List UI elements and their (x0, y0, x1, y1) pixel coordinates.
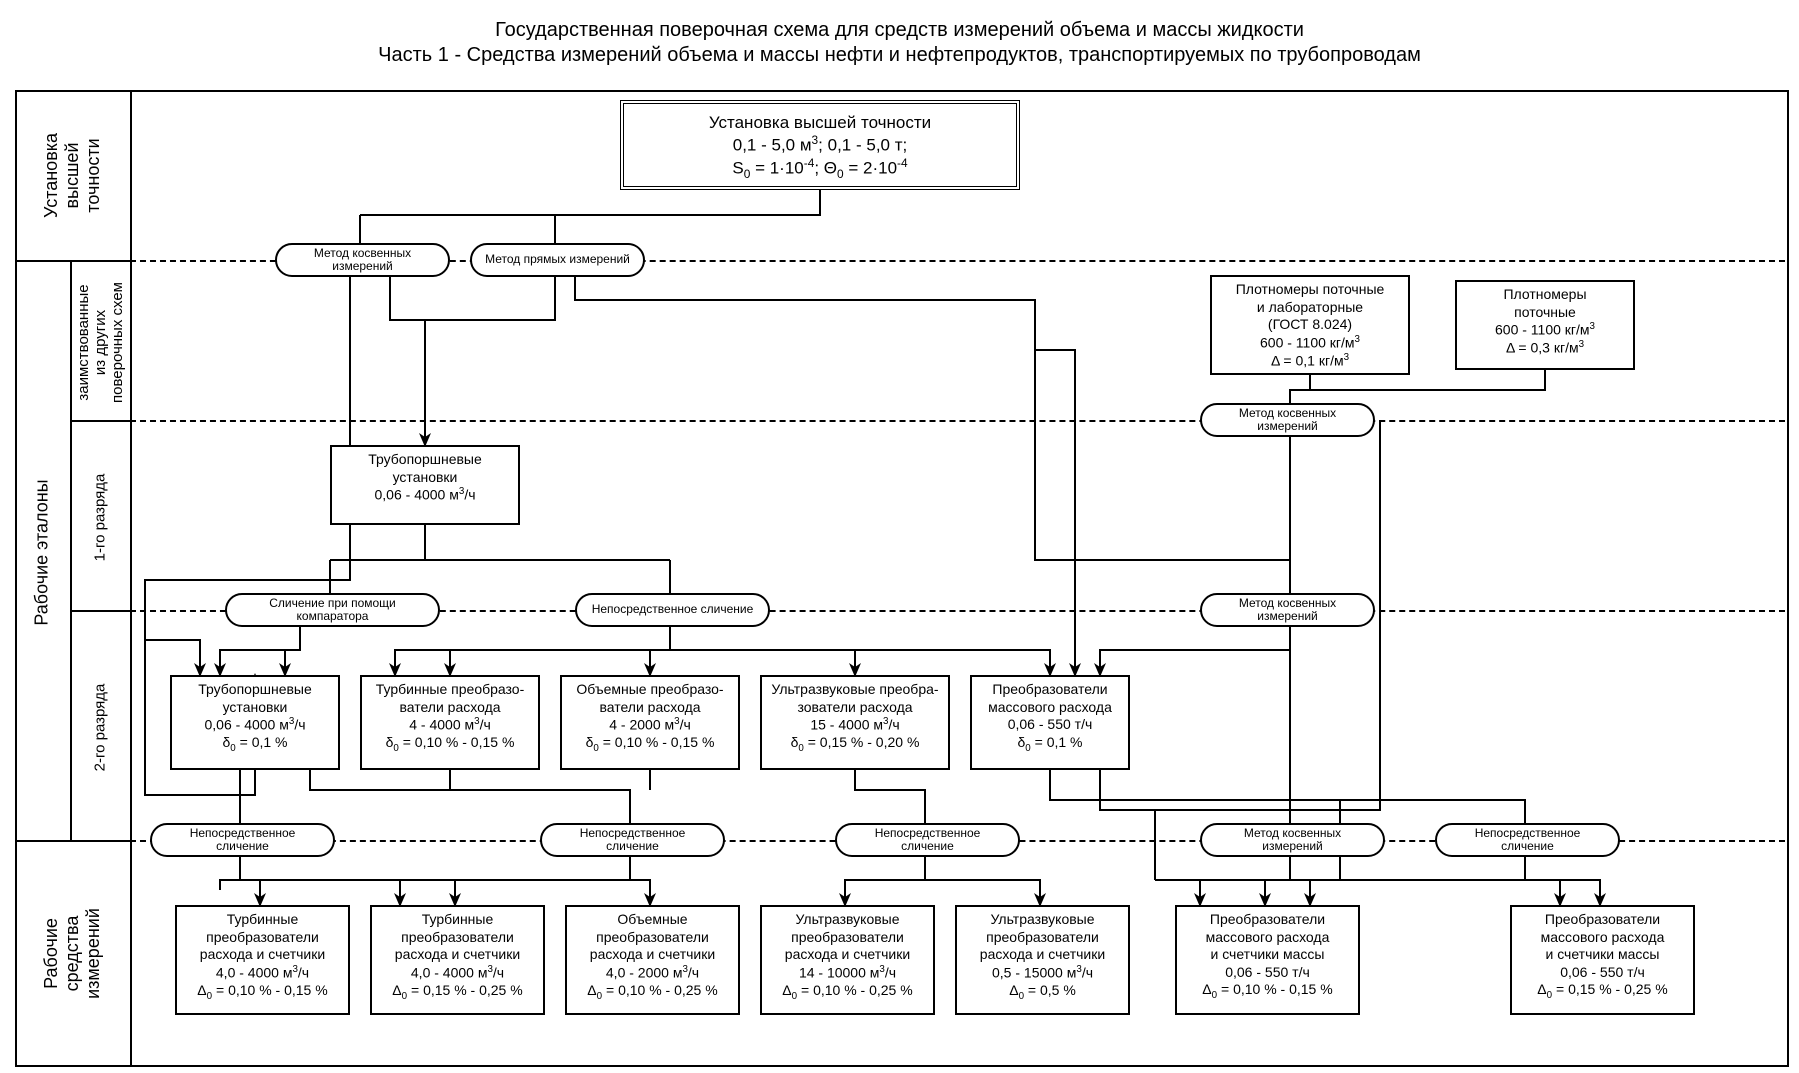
box-b_dens1-l4: Δ = 0,1 кг/м3 (1216, 352, 1404, 370)
box-b_w_2-l3: 4,0 - 4000 м3/ч (376, 964, 539, 982)
box-b_r2_2-l0: Турбинные преобразо- (366, 681, 534, 699)
box-b_r2_3-l2: 4 - 2000 м3/ч (566, 716, 734, 734)
box-b_w_3-l0: Объемные (571, 911, 734, 929)
pill-m5: Непосредственное сличение (592, 603, 754, 616)
box-b_w_6-l0: Преобразователи (1181, 911, 1354, 929)
box-b_r2_3-l1: ватели расхода (566, 699, 734, 717)
box-b_w_1-l1: преобразователи (181, 929, 344, 947)
side-label-r5: Рабочиесредстваизмерений (41, 908, 104, 999)
box-b_r2_3-l3: δ0 = 0,10 % - 0,15 % (566, 734, 734, 755)
box-b_dens1-l3: 600 - 1100 кг/м3 (1216, 334, 1404, 352)
box-b_w_3-l4: Δ0 = 0,10 % - 0,25 % (571, 982, 734, 1003)
box-b_pipe1-l0: Трубопоршневые (336, 451, 514, 469)
box-b_w_2-l2: расхода и счетчики (376, 946, 539, 964)
box-b_w_6-l2: и счетчики массы (1181, 946, 1354, 964)
pill-m4: Сличение при помощи компаратора (237, 597, 428, 623)
box-b_pipe1-l1: установки (336, 469, 514, 487)
box-b_dens2-l3: Δ = 0,3 кг/м3 (1461, 339, 1629, 357)
box-b_dens2-l2: 600 - 1100 кг/м3 (1461, 321, 1629, 339)
box-b_dens1-l1: и лабораторные (1216, 299, 1404, 317)
box-b_r2_5-l0: Преобразователи (976, 681, 1124, 699)
box-b_w_5-l3: 0,5 - 15000 м3/ч (961, 964, 1124, 982)
box-b_w_1-l0: Турбинные (181, 911, 344, 929)
box-b_w_5-l0: Ультразвуковые (961, 911, 1124, 929)
box-b_pipe1-l2: 0,06 - 4000 м3/ч (336, 486, 514, 504)
title-line2: Часть 1 - Средства измерений объема и ма… (0, 43, 1799, 68)
box-b_r2_1-l0: Трубопоршневые (176, 681, 334, 699)
box-b_w_2-l0: Турбинные (376, 911, 539, 929)
box-b_w_7-l1: массового расхода (1516, 929, 1689, 947)
box-b_w_4-l0: Ультразвуковые (766, 911, 929, 929)
box-b_w_1-l2: расхода и счетчики (181, 946, 344, 964)
box-b_w_3-l1: преобразователи (571, 929, 734, 947)
box-b_r2_4-l0: Ультразвуковые преобра- (766, 681, 944, 699)
box-b_w_1-l3: 4,0 - 4000 м3/ч (181, 964, 344, 982)
pill-m2: Метод прямых измерений (485, 253, 630, 266)
box-b_dens2-l1: поточные (1461, 304, 1629, 322)
box-b_w_7-l4: Δ0 = 0,15 % - 0,25 % (1516, 981, 1689, 1002)
box-b_dens1-l2: (ГОСТ 8.024) (1216, 316, 1404, 334)
pill-m9: Непосредственное сличение (847, 827, 1008, 853)
box-b_r2_2-l3: δ0 = 0,10 % - 0,15 % (366, 734, 534, 755)
box-b_w_4-l1: преобразователи (766, 929, 929, 947)
side-label-r1: Установкавысшейточности (41, 132, 104, 217)
box-b_w_6-l3: 0,06 - 550 т/ч (1181, 964, 1354, 982)
pill-m1: Метод косвенных измерений (287, 247, 438, 273)
box-b_r2_1-l2: 0,06 - 4000 м3/ч (176, 716, 334, 734)
box-b_w_5-l1: преобразователи (961, 929, 1124, 947)
box-b_w_4-l4: Δ0 = 0,10 % - 0,25 % (766, 982, 929, 1003)
box-b_r2_4-l1: зователи расхода (766, 699, 944, 717)
title-line1: Государственная поверочная схема для сре… (0, 18, 1799, 43)
box-b_w_7-l2: и счетчики массы (1516, 946, 1689, 964)
topbox-l3: S0 = 1·10-4; Θ0 = 2·10-4 (632, 156, 1008, 182)
box-b_r2_2-l1: ватели расхода (366, 699, 534, 717)
box-b_w_7-l3: 0,06 - 550 т/ч (1516, 964, 1689, 982)
box-b_w_3-l2: расхода и счетчики (571, 946, 734, 964)
topbox-l1: Установка высшей точности (632, 112, 1008, 133)
topbox-l2: 0,1 - 5,0 м3; 0,1 - 5,0 т; (632, 133, 1008, 156)
box-b_r2_4-l3: δ0 = 0,15 % - 0,20 % (766, 734, 944, 755)
box-b_w_3-l3: 4,0 - 2000 м3/ч (571, 964, 734, 982)
box-b_r2_4-l2: 15 - 4000 м3/ч (766, 716, 944, 734)
pill-m8: Непосредственное сличение (552, 827, 713, 853)
box-b_r2_5-l3: δ0 = 0,1 % (976, 734, 1124, 755)
box-b_w_5-l2: расхода и счетчики (961, 946, 1124, 964)
box-b_w_1-l4: Δ0 = 0,10 % - 0,15 % (181, 982, 344, 1003)
pill-m10: Метод косвенных измерений (1212, 827, 1373, 853)
box-b_r2_2-l2: 4 - 4000 м3/ч (366, 716, 534, 734)
side-label-r2: заимствованныеиз другихповерочных схем (75, 282, 126, 403)
box-b_r2_1-l3: δ0 = 0,1 % (176, 734, 334, 755)
pill-m6: Метод косвенных измерений (1212, 597, 1363, 623)
box-b_w_2-l4: Δ0 = 0,15 % - 0,25 % (376, 982, 539, 1003)
box-b_w_4-l2: расхода и счетчики (766, 946, 929, 964)
side-label-outer: Рабочие эталоны (32, 479, 53, 625)
box-b_w_6-l1: массового расхода (1181, 929, 1354, 947)
box-b_r2_5-l2: 0,06 - 550 т/ч (976, 716, 1124, 734)
pill-m7: Непосредственное сличение (162, 827, 323, 853)
side-label-r3: 1-го разряда (92, 473, 109, 561)
box-b_w_7-l0: Преобразователи (1516, 911, 1689, 929)
box-b_w_6-l4: Δ0 = 0,10 % - 0,15 % (1181, 981, 1354, 1002)
box-b_r2_5-l1: массового расхода (976, 699, 1124, 717)
box-b_dens1-l0: Плотномеры поточные (1216, 281, 1404, 299)
box-b_r2_1-l1: установки (176, 699, 334, 717)
box-b_r2_3-l0: Объемные преобразо- (566, 681, 734, 699)
pill-m11: Непосредственное сличение (1447, 827, 1608, 853)
pill-m3: Метод косвенных измерений (1212, 407, 1363, 433)
box-b_w_2-l1: преобразователи (376, 929, 539, 947)
box-b_w_4-l3: 14 - 10000 м3/ч (766, 964, 929, 982)
box-b_dens2-l0: Плотномеры (1461, 286, 1629, 304)
box-b_w_5-l4: Δ0 = 0,5 % (961, 982, 1124, 1003)
side-label-r4: 2-го разряда (92, 683, 109, 771)
